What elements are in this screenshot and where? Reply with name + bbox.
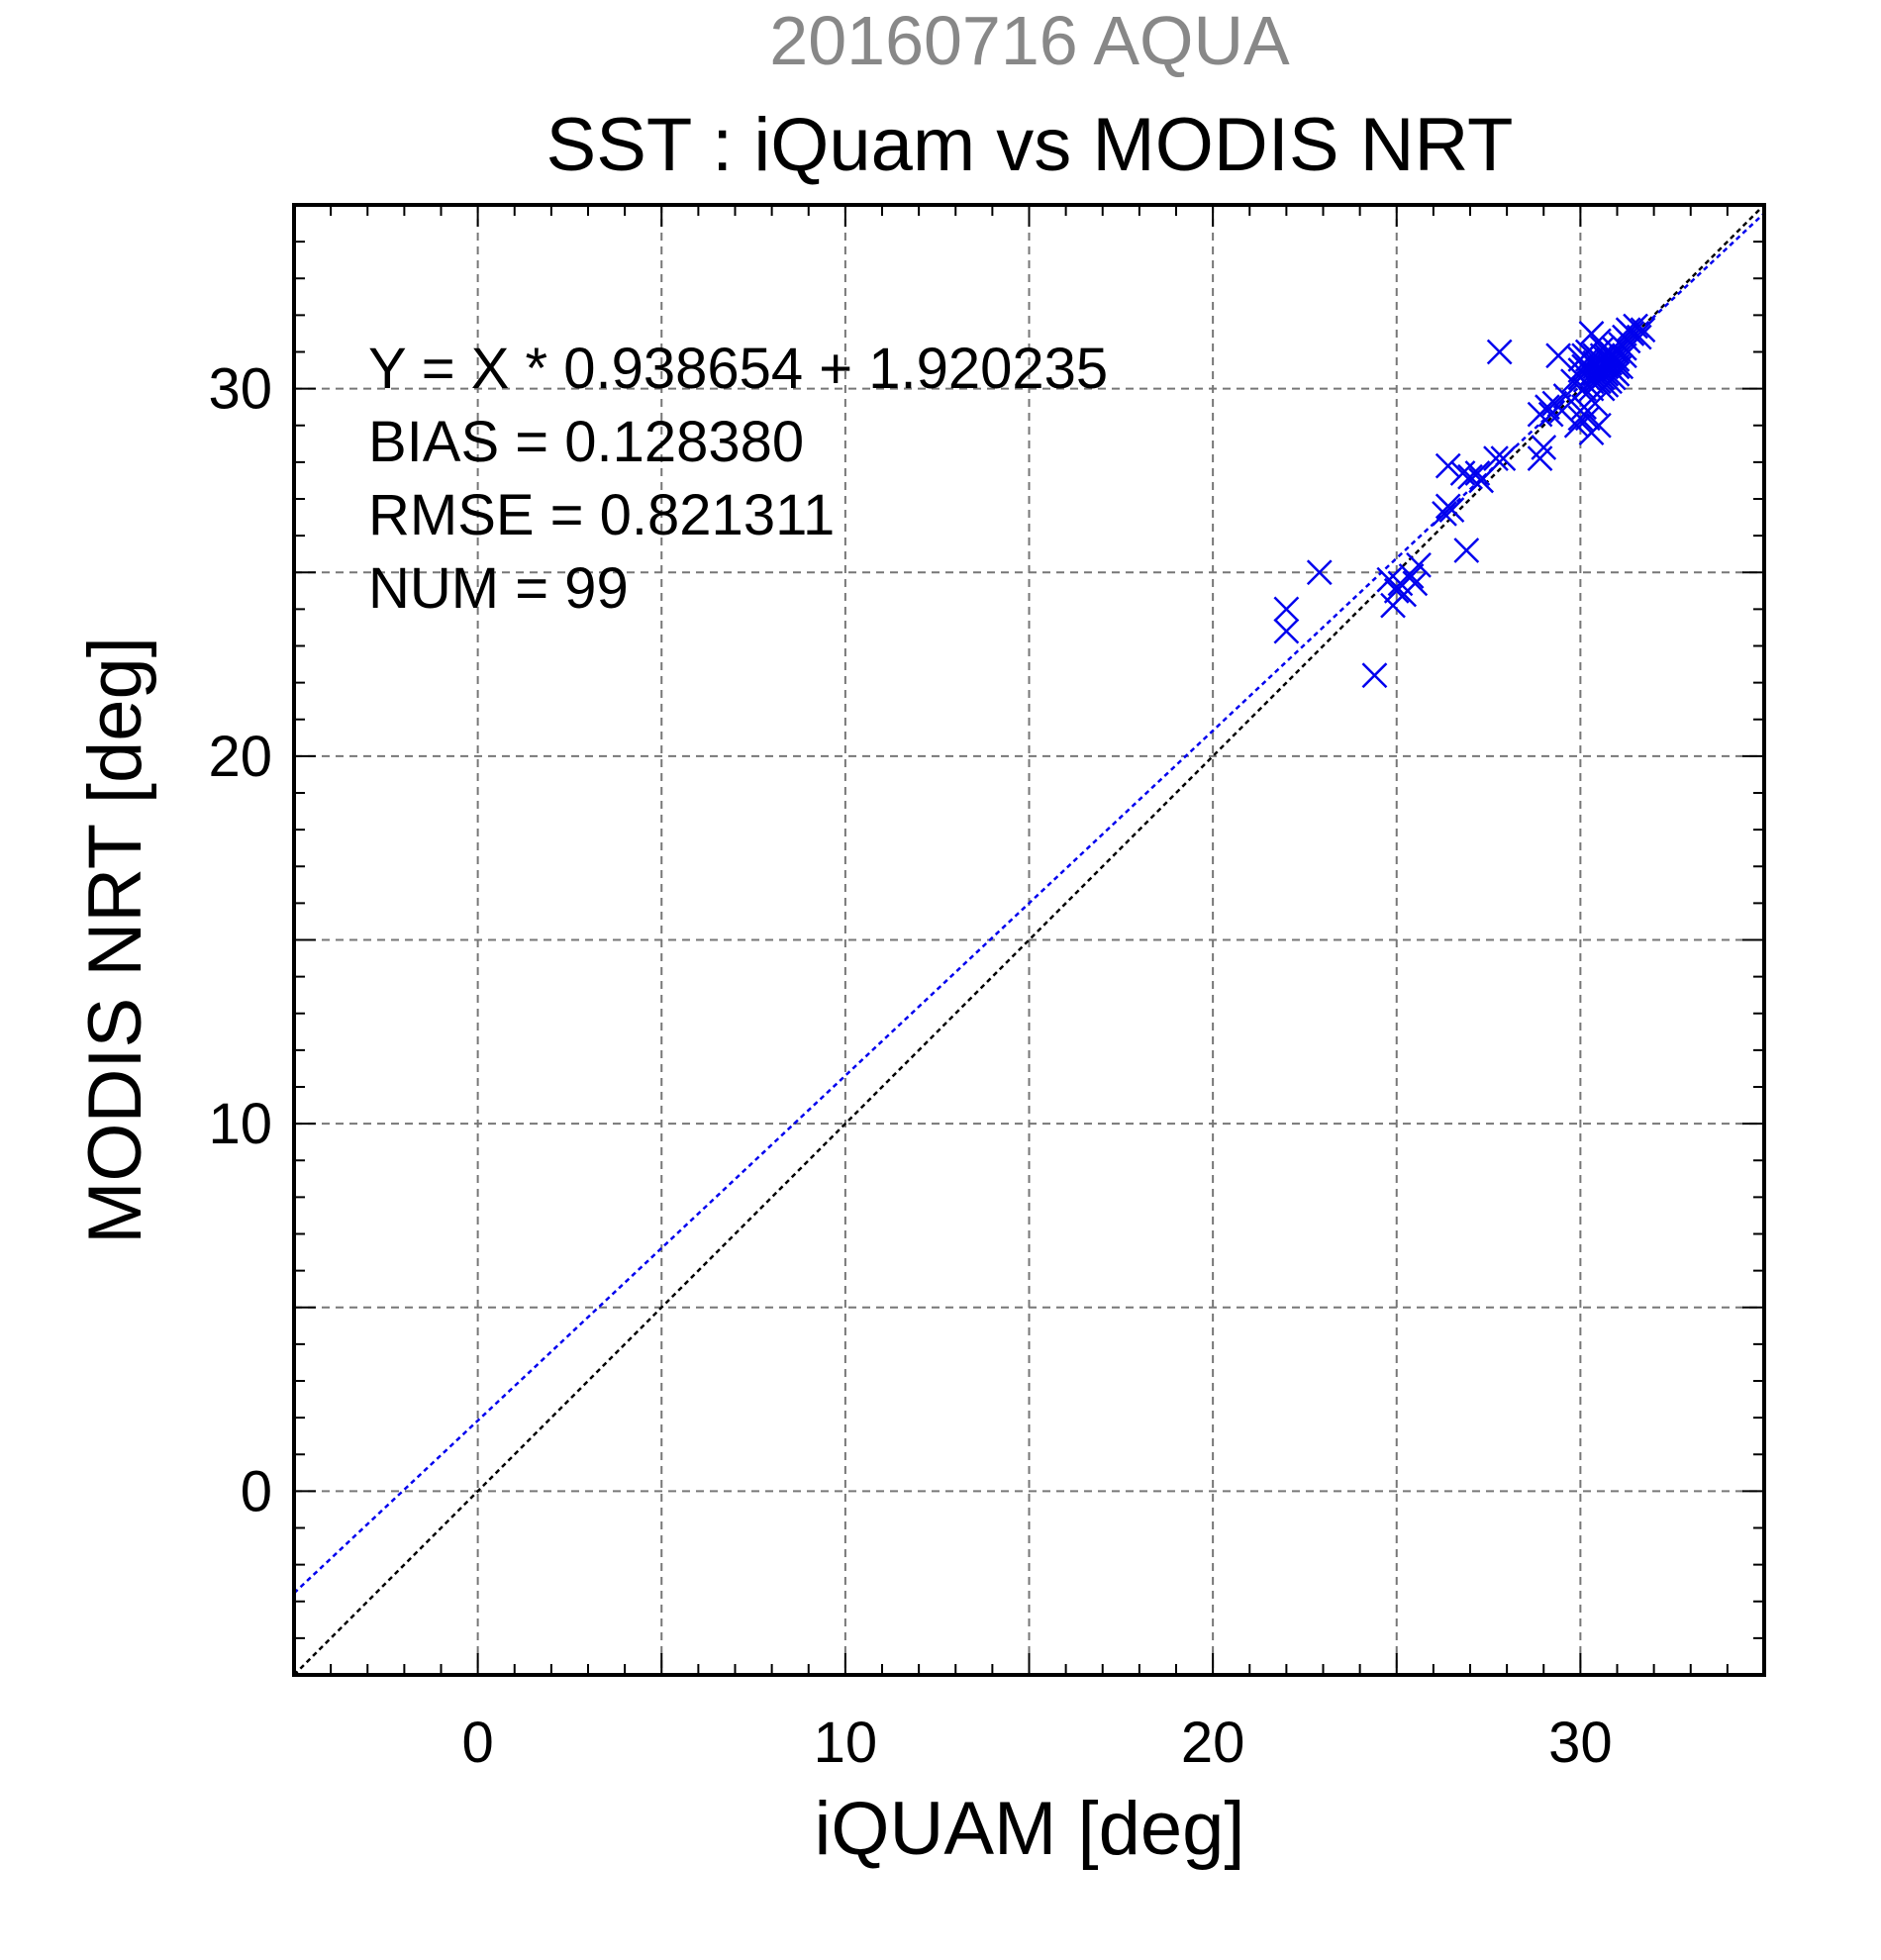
stat-rmse: RMSE = 0.821311 xyxy=(368,483,835,547)
data-point xyxy=(1552,383,1579,409)
stat-equation: Y = X * 0.938654 + 1.920235 xyxy=(368,337,1108,401)
chart-title: SST : iQuam vs MODIS NRT xyxy=(546,103,1514,187)
grid xyxy=(294,205,1764,1675)
data-point xyxy=(1597,349,1623,376)
data-point xyxy=(1563,412,1590,439)
data-point xyxy=(1483,445,1509,472)
stat-bias: BIAS = 0.128380 xyxy=(368,410,804,474)
y-tick-label: 10 xyxy=(208,1092,272,1156)
data-point xyxy=(1534,394,1560,421)
y-tick-label: 30 xyxy=(208,357,272,422)
data-point xyxy=(1435,452,1461,479)
x-axis-title: iQUAM [deg] xyxy=(814,1787,1244,1871)
data-point xyxy=(1582,390,1609,417)
data-point xyxy=(1586,412,1612,439)
data-point xyxy=(1490,445,1517,472)
data-point xyxy=(1432,500,1457,527)
data-point xyxy=(1273,596,1300,623)
y-axis-title: MODIS NRT [deg] xyxy=(73,637,157,1244)
data-point xyxy=(1486,339,1513,365)
data-point xyxy=(1453,538,1480,563)
y-tick-label: 20 xyxy=(208,725,272,789)
data-point xyxy=(1306,559,1333,586)
reference-lines xyxy=(294,205,1764,1675)
data-point xyxy=(1615,328,1641,354)
x-tick-label: 0 xyxy=(461,1711,493,1775)
x-tick-label: 10 xyxy=(814,1711,878,1775)
data-point xyxy=(1438,497,1465,524)
data-point xyxy=(1574,339,1601,365)
plot-frame xyxy=(292,203,1766,1677)
fit-line xyxy=(294,212,1764,1595)
data-point xyxy=(1545,343,1571,369)
data-point xyxy=(1398,563,1425,589)
identity-line xyxy=(294,205,1764,1675)
data-point xyxy=(1468,467,1495,494)
stat-num: NUM = 99 xyxy=(368,556,629,621)
y-tick-label: 0 xyxy=(241,1459,272,1523)
data-points xyxy=(1273,313,1656,689)
data-point xyxy=(1361,662,1388,689)
tick-labels: 0 10 20 30 0 10 20 30 xyxy=(208,357,1612,1775)
data-point xyxy=(1531,435,1557,460)
chart-subtitle: 20160716 AQUA xyxy=(769,2,1290,79)
data-point xyxy=(1464,460,1491,486)
x-tick-label: 20 xyxy=(1181,1711,1245,1775)
data-point xyxy=(1574,405,1601,432)
data-point xyxy=(1406,551,1432,578)
x-tick-label: 30 xyxy=(1548,1711,1613,1775)
data-point xyxy=(1600,335,1627,361)
data-point xyxy=(1273,618,1300,644)
